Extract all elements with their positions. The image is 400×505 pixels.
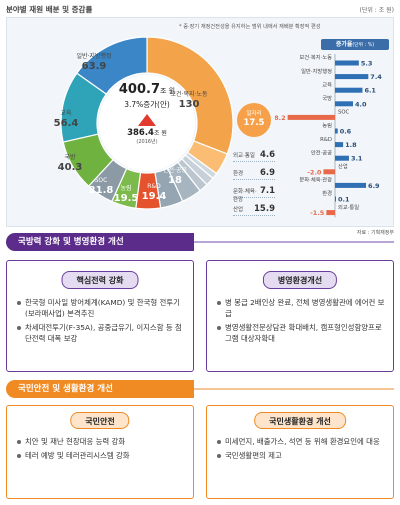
slice-label-defense: 국방 40.3 [57, 154, 83, 173]
box-title: 병영환경개선 [262, 271, 338, 289]
previous-year: (2016년) [136, 139, 158, 145]
growth-bar [335, 60, 359, 66]
growth-bar [335, 74, 369, 80]
growth-chart-title: 증가율(단위 : %) [321, 39, 389, 50]
growth-value-label: -1.5 [310, 209, 325, 217]
growth-bar [335, 101, 353, 107]
growth-value-label: 6.1 [364, 87, 376, 95]
bullet-list: 한국형 미사일 방어체계(KAMD) 및 한국형 전투기(보라매사업) 본격추진… [17, 297, 187, 347]
growth-value-label: -8.2 [275, 114, 286, 122]
growth-category-label: 외교·통일 [338, 203, 359, 211]
growth-value-label: -2.0 [307, 168, 322, 176]
growth-category-label: 보건·복지·노동 [299, 54, 332, 61]
bullet-list: 미세먼지, 배출가스, 석면 등 위해 환경요인에 대응 국민생활편의 제고 [217, 436, 387, 464]
growth-value-label: 6.9 [368, 182, 380, 190]
list-item: 한국형 미사일 방어체계(KAMD) 및 한국형 전투기(보라매사업) 본격추진 [17, 297, 187, 319]
footnote: * 중·장기 재정건전성을 유지하는 범위 내에서 재배분 확장적 편성 [179, 24, 321, 30]
infographic-header: 분야별 재원 배분 및 증감률 (단위 : 조 원) [6, 4, 394, 18]
slice-label-rnd: R&D 19.4 [141, 183, 167, 202]
growth-value-label: 7.4 [370, 73, 382, 81]
infographic-title: 분야별 재원 배분 및 증감률 [6, 5, 93, 14]
jobs-bubble: 일자리 17.5 [237, 103, 271, 137]
list-item: 산업 15.9 [233, 198, 275, 216]
growth-category-label: SOC [338, 110, 350, 116]
growth-value-label: 0.6 [340, 128, 352, 136]
growth-value-label: 0.1 [338, 196, 350, 204]
slice-label-agri: 농림 19.5 [113, 185, 139, 204]
divider [194, 388, 394, 390]
donut-slice-0 [146, 36, 234, 155]
growth-bar [323, 169, 335, 175]
previous-budget: 386.4조 원 [127, 128, 167, 138]
list-item: 문화·체육·관광 7.1 [233, 180, 275, 203]
growth-category-label: 산업 [338, 162, 348, 170]
growth-value-label: 5.3 [361, 60, 373, 68]
growth-category-label: 교육 [322, 81, 332, 88]
small-slices-list: 외교·통일 4.6 환경 6.9 문화·체육·관광 7.1 산업 15.9 [233, 144, 275, 216]
list-item: 미세먼지, 배출가스, 석면 등 위해 환경요인에 대응 [217, 436, 387, 447]
section-defense-header: 국방력 강화 및 병영환경 개선 [0, 233, 400, 251]
bullet-list: 치안 및 재난 현장대응 능력 강화 테러 예방 및 테러관리시스템 강화 [17, 436, 187, 464]
growth-bar [326, 210, 335, 216]
section-safety-header: 국민안전 및 생활환경 개선 [0, 380, 400, 398]
growth-category-label: R&D [320, 137, 332, 143]
box-title: 국민안전 [70, 412, 130, 429]
growth-category-label: 문화·체육·관광 [299, 176, 332, 184]
growth-bar [335, 182, 367, 188]
budget-infographic: * 중·장기 재정건전성을 유지하는 범위 내에서 재배분 확장적 편성 보건·… [6, 17, 394, 227]
box-public-safety: 국민안전 치안 및 재난 현장대응 능력 강화 테러 예방 및 테러관리시스템 … [6, 405, 194, 499]
growth-category-label: 안전·공공 [311, 149, 332, 156]
growth-value-label: 1.8 [345, 141, 357, 149]
growth-bar [335, 142, 344, 148]
slice-label-general: 일반·지방행정 63.9 [76, 53, 112, 72]
growth-bar [335, 155, 349, 161]
box-core-forces: 핵심전력 강화 한국형 미사일 방어체계(KAMD) 및 한국형 전투기(보라매… [6, 260, 194, 372]
budget-donut-chart [60, 36, 234, 210]
list-item: 치안 및 재난 현장대응 능력 강화 [17, 436, 187, 447]
growth-category-label: 농림 [322, 121, 332, 129]
list-item: 병영생활전문상담관 확대배치, 캠프형인성함양프로그램 대상자확대 [217, 322, 387, 344]
box-title: 핵심전력 강화 [61, 271, 139, 289]
growth-bar-chart: 보건·복지·노동 5.3 일반·지방행정 7.4 교육 6.1 국방 4.0 SOC -8.2 농림… [275, 54, 382, 218]
list-item: 차세대전투기(F-35A), 공중급유기, 이지스함 등 첨단전력 대폭 보강 [17, 322, 187, 344]
growth-bar [335, 196, 336, 202]
bullet-list: 병 봉급 2배인상 완료, 전체 병영생활관에 에어컨 보급 병영생활전문상담관… [217, 297, 387, 347]
list-item: 국민생활편의 제고 [217, 450, 387, 461]
list-item: 테러 예방 및 테러관리시스템 강화 [17, 450, 187, 461]
list-item: 환경 6.9 [233, 162, 275, 180]
growth-bar [335, 128, 338, 134]
growth-value-label: 4.0 [355, 100, 367, 108]
slice-label-education: 교육 56.4 [53, 110, 79, 129]
growth-category-label: 국방 [322, 94, 332, 102]
source-label: 자료 : 기획재정부 [356, 230, 394, 236]
section-title: 국민안전 및 생활환경 개선 [6, 380, 194, 398]
arrow-up-icon [138, 114, 156, 126]
growth-category-label: 일반·지방행정 [301, 67, 332, 75]
donut-slice-12 [76, 36, 148, 95]
growth-value-label: 3.1 [351, 155, 363, 163]
box-title: 국민생활환경 개선 [254, 412, 346, 429]
growth-bar [287, 114, 335, 120]
slice-label-soc: SOC 21.8 [88, 177, 114, 196]
box-living-environment: 국민생활환경 개선 미세먼지, 배출가스, 석면 등 위해 환경요인에 대응 국… [206, 405, 394, 499]
divider [194, 241, 394, 243]
slice-label-welfare: 보건·복지·노동 130 [170, 91, 208, 110]
donut-center: 400.7조 원 3.7%증가(안) 386.4조 원 (2016년) [102, 72, 192, 172]
list-item: 외교·통일 4.6 [233, 144, 275, 162]
total-budget: 400.7조 원 [118, 82, 176, 97]
unit-label: (단위 : 조 원) [359, 7, 394, 14]
slice-label-safety: 안전·공공 18 [163, 167, 187, 186]
box-barracks: 병영환경개선 병 봉급 2배인상 완료, 전체 병영생활관에 에어컨 보급 병영… [206, 260, 394, 372]
list-item: 병 봉급 2배인상 완료, 전체 병영생활관에 에어컨 보급 [217, 297, 387, 319]
growth-bar [335, 87, 363, 93]
section-title: 국방력 강화 및 병영환경 개선 [6, 233, 194, 251]
growth-category-label: 환경 [322, 189, 332, 197]
growth-rate: 3.7%증가(안) [124, 100, 170, 109]
